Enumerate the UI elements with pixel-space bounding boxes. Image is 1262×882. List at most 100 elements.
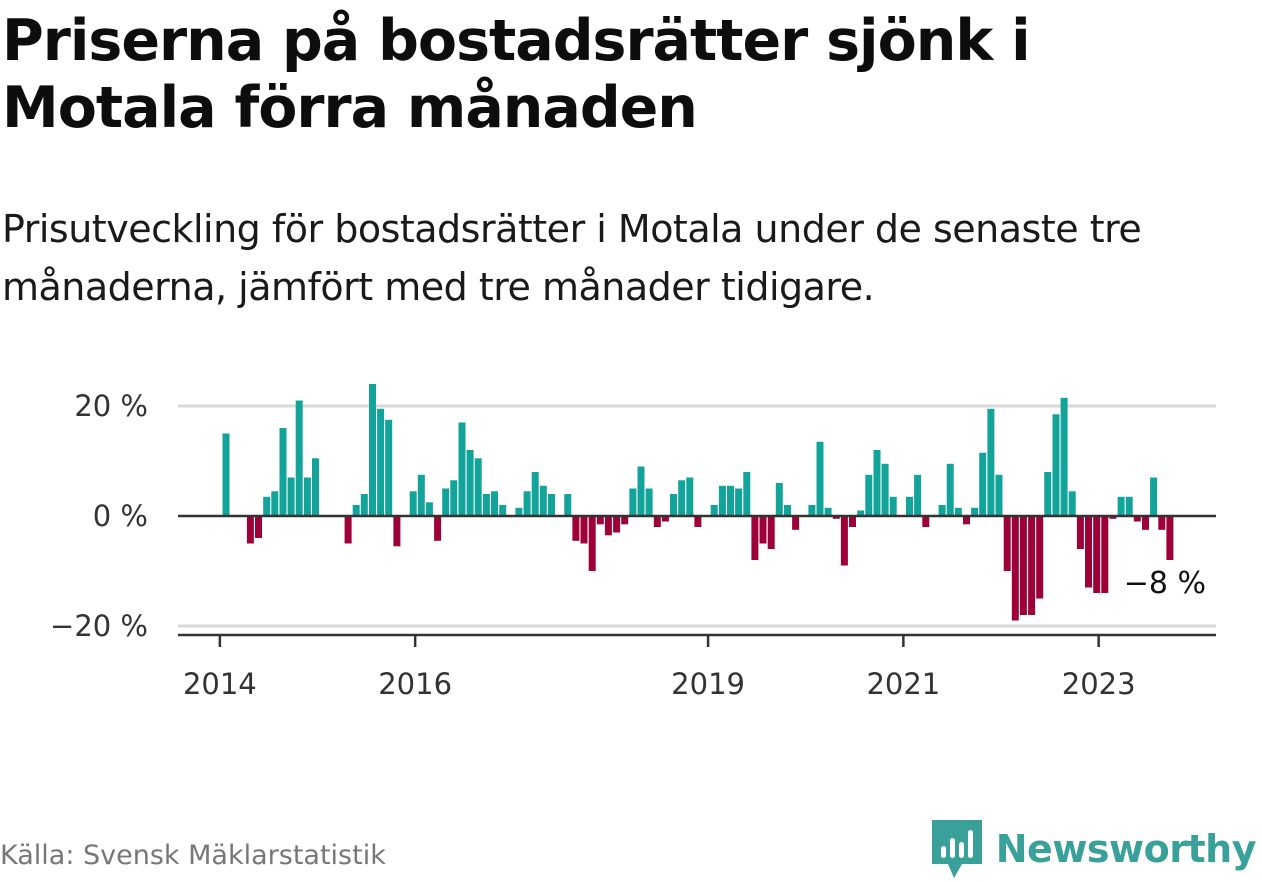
chart-subtitle: Prisutveckling för bostadsrätter i Motal… (2, 207, 1142, 309)
bar (840, 516, 848, 566)
bar (613, 516, 621, 533)
bar (653, 516, 661, 527)
source-note: Källa: Svensk Mäklarstatistik (0, 840, 386, 871)
bar (751, 516, 759, 560)
bar (474, 458, 482, 517)
bar (735, 488, 743, 516)
bar (417, 474, 425, 517)
bar (906, 496, 913, 517)
bar (718, 485, 726, 517)
bar (963, 516, 970, 525)
bar (312, 458, 319, 517)
x-tick-label: 2023 (1062, 667, 1136, 701)
bar (482, 494, 490, 516)
bar (1133, 516, 1141, 522)
bar (1085, 516, 1092, 588)
bar (360, 494, 368, 516)
bar (784, 505, 791, 516)
bar (1109, 516, 1117, 519)
bar (604, 516, 612, 536)
bar (222, 433, 230, 516)
bar (1142, 516, 1149, 530)
y-tick-label: 20 % (74, 389, 148, 423)
bars (222, 384, 1174, 621)
bar (816, 441, 824, 517)
bar (271, 491, 279, 517)
gridlines (178, 404, 1216, 628)
bar (515, 507, 523, 517)
bar (865, 474, 873, 517)
bar (409, 491, 417, 517)
bar (255, 516, 262, 538)
bar (775, 483, 783, 516)
bar (295, 400, 303, 516)
bar (987, 408, 995, 517)
bar-chart: −20 % 0 % 20 % 2014 2016 2019 2021 2023 −8 % (50, 384, 1216, 701)
bar (491, 491, 498, 517)
newsworthy-logo-icon (931, 820, 982, 878)
bar (792, 516, 800, 530)
bar (369, 384, 376, 516)
bar (849, 516, 856, 527)
bar (1044, 472, 1052, 516)
bar (531, 472, 539, 516)
bar (539, 485, 547, 517)
bar (1101, 516, 1109, 593)
bar (686, 477, 694, 516)
bar (548, 494, 555, 516)
x-tick-label: 2014 (183, 667, 257, 701)
bar (1068, 491, 1076, 517)
bar (767, 516, 775, 549)
bar (743, 472, 751, 516)
bar (832, 516, 840, 519)
bar (385, 419, 393, 517)
brand-name: Newsworthy (995, 827, 1257, 871)
bar (1060, 397, 1068, 517)
bar (694, 516, 702, 527)
bar (287, 477, 295, 516)
bar (727, 485, 734, 517)
last-value-label: −8 % (1124, 566, 1206, 601)
bar (1158, 516, 1166, 530)
bar (710, 505, 718, 516)
bar (621, 516, 629, 525)
bar (1117, 496, 1125, 517)
bar (637, 466, 645, 516)
bar (995, 474, 1003, 517)
brand-logo: Newsworthy (931, 820, 1257, 878)
bar (588, 516, 596, 571)
x-tick-label: 2021 (866, 667, 940, 701)
bar (922, 516, 930, 527)
bar (1019, 516, 1027, 615)
bar (670, 494, 677, 516)
bar (425, 502, 433, 517)
bar (1093, 516, 1101, 593)
bar (824, 507, 832, 517)
y-tick-label: 0 % (93, 499, 148, 533)
bar (1003, 516, 1011, 571)
x-tick-label: 2016 (378, 667, 452, 701)
bar (1076, 516, 1084, 549)
bar (466, 450, 474, 516)
bar (442, 488, 450, 516)
bar (458, 422, 466, 516)
bar (303, 477, 311, 516)
bar (645, 488, 653, 516)
bar (889, 496, 897, 517)
bar (523, 491, 531, 517)
bar (572, 516, 580, 541)
bar (661, 516, 669, 522)
y-tick-label: −20 % (50, 609, 148, 643)
bar (979, 452, 987, 517)
bar (954, 507, 962, 517)
bar (499, 505, 507, 516)
chart-title: Priserna på bostadsrätter sjönk i Motala… (2, 8, 1031, 141)
bar (564, 494, 572, 516)
bar (344, 516, 352, 544)
bar (279, 428, 287, 516)
bar (759, 516, 767, 544)
bar (580, 516, 588, 544)
bar (881, 463, 889, 517)
bar (1125, 496, 1133, 517)
bar (808, 505, 816, 516)
